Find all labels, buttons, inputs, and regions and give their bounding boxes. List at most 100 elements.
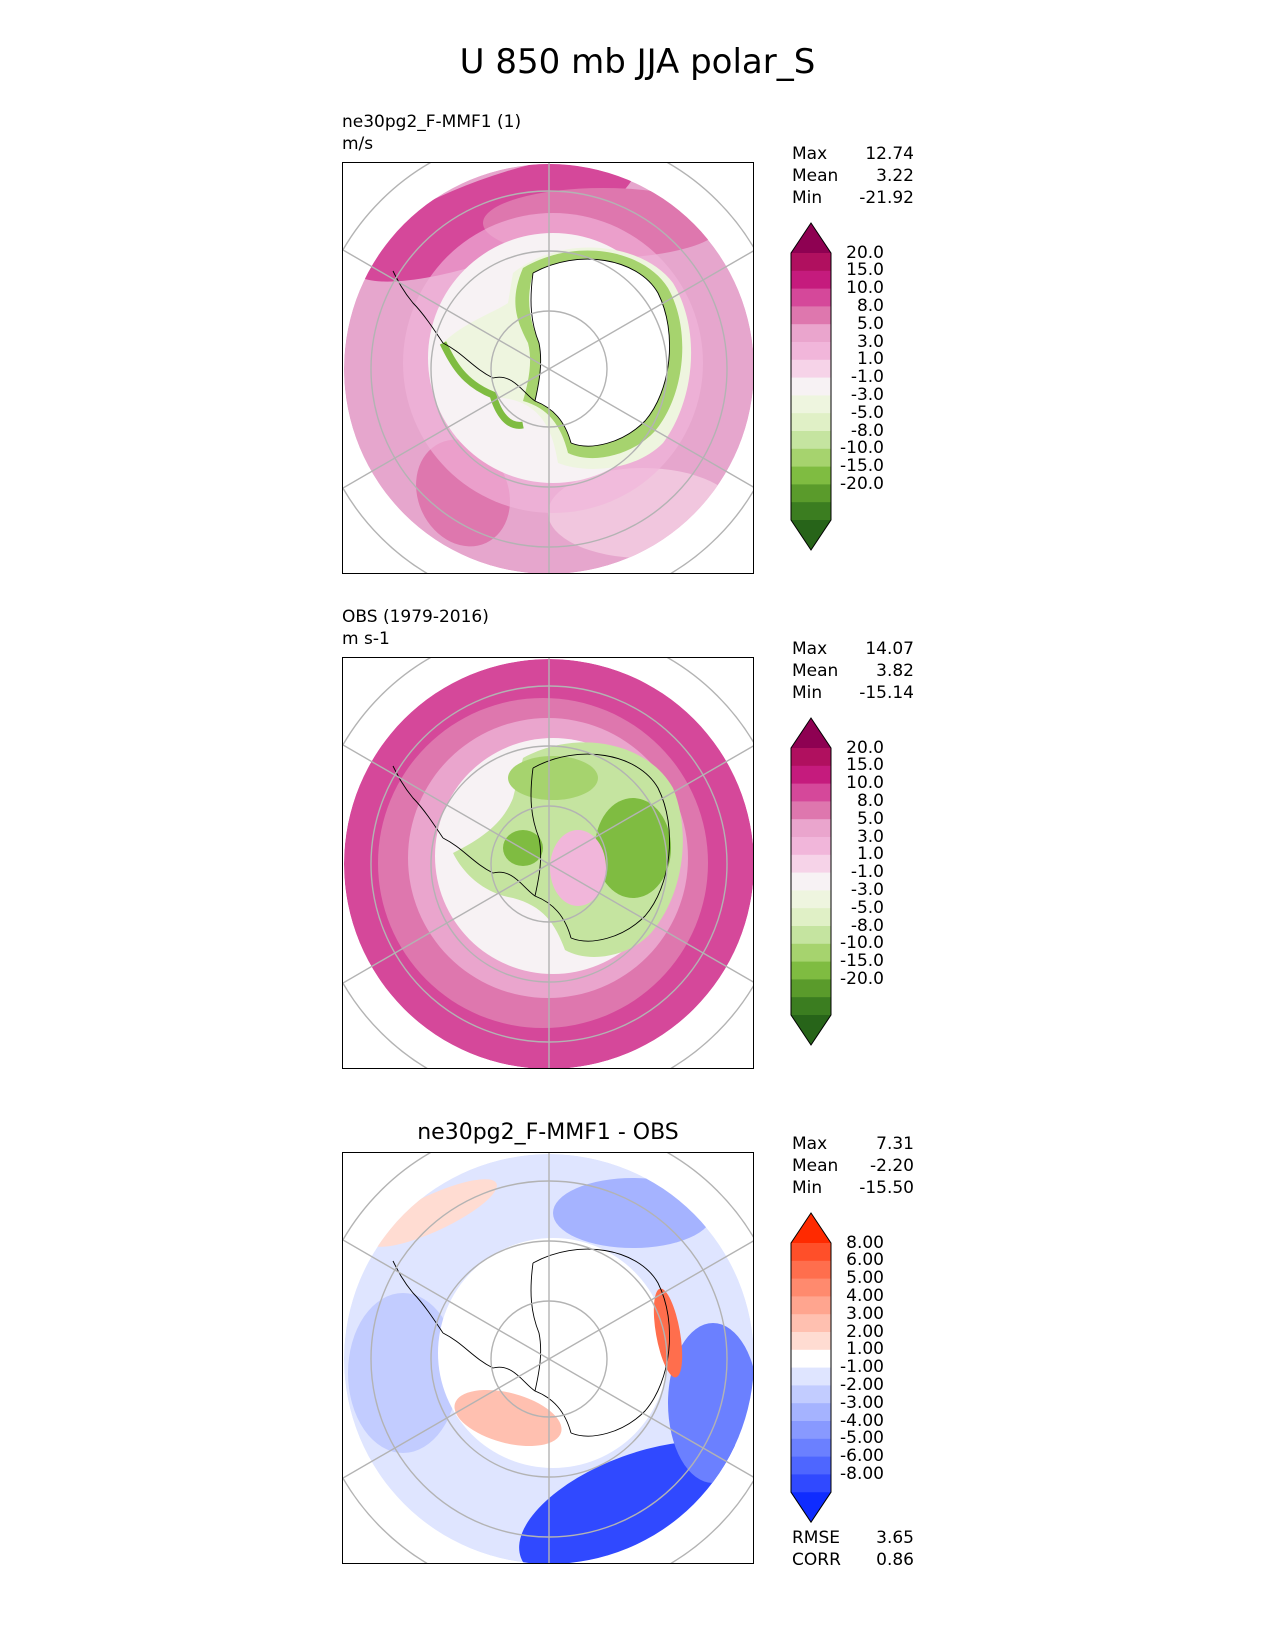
panel-3-stat-rmse-label: RMSE xyxy=(792,1528,841,1548)
colorbar-segment xyxy=(791,431,831,450)
panel-3-stat-mean: Mean -2.20 xyxy=(792,1156,914,1177)
panel-1-field-continent xyxy=(529,259,670,447)
colorbar-tick-label: 3.0 xyxy=(856,826,884,847)
colorbar-tick-label: 4.00 xyxy=(846,1285,884,1306)
panel-1-stat-max-label: Max xyxy=(792,144,828,164)
panel-3-field-positive-nw xyxy=(369,1179,497,1247)
panel-1-map-svg xyxy=(343,163,753,573)
colorbar-segment xyxy=(791,943,831,963)
panel-3-coastline xyxy=(392,1248,670,1437)
figure-title: U 850 mb JJA polar_S xyxy=(459,42,816,82)
colorbar-segment xyxy=(791,748,831,767)
panel-1-map xyxy=(342,162,754,574)
panel-3-graticule xyxy=(343,1153,753,1563)
panel-2-stat-mean-label: Mean xyxy=(792,661,839,681)
colorbar-segment xyxy=(791,395,831,414)
panel-3-stat-rmse-value: 3.65 xyxy=(876,1528,914,1548)
colorbar-tick-label: 2.00 xyxy=(846,1321,884,1342)
panel-1-stat-max: Max 12.74 xyxy=(792,144,914,165)
colorbar-segment xyxy=(791,872,831,891)
colorbar-outline xyxy=(790,717,832,1046)
colorbar-tick-label: -10.0 xyxy=(840,933,884,954)
colorbar-tick-label: -2.00 xyxy=(840,1374,884,1395)
colorbar-segment xyxy=(791,1474,831,1493)
panel-3-stat-corr: CORR 0.86 xyxy=(792,1550,914,1571)
colorbar-tick-label: 15.0 xyxy=(846,260,884,281)
panel-3-stat-mean-label: Mean xyxy=(792,1156,839,1176)
colorbar-tick-label: 3.0 xyxy=(856,331,884,352)
colorbar-tick-label: 3.00 xyxy=(846,1303,884,1324)
panel-2-field-north-core xyxy=(508,756,598,800)
colorbar-extend-min xyxy=(791,1015,831,1045)
panel-2-stat-mean-value: 3.82 xyxy=(876,661,914,681)
colorbar-segment xyxy=(791,359,831,379)
panel-1-stat-mean-value: 3.22 xyxy=(876,166,914,186)
colorbar-tick-label: 10.0 xyxy=(846,278,884,299)
colorbar-tick-label: 1.0 xyxy=(856,349,884,370)
panel-3-title: ne30pg2_F-MMF1 - OBS xyxy=(417,1120,679,1145)
panel-1-coastline xyxy=(392,258,670,447)
colorbar-segment xyxy=(791,413,831,432)
colorbar-tick-label: -5.00 xyxy=(840,1428,884,1449)
colorbar-segment xyxy=(791,890,831,909)
panel-2-stat-mean: Mean 3.82 xyxy=(792,661,914,682)
colorbar-tick-label: -1.00 xyxy=(840,1357,884,1378)
panel-2-coastline xyxy=(392,753,670,942)
panel-2-stat-max-value: 14.07 xyxy=(865,639,914,659)
colorbar-segment xyxy=(791,801,831,820)
panel-3-field-negative-w xyxy=(348,1293,458,1453)
colorbar-segment xyxy=(791,484,831,503)
colorbar-segment xyxy=(791,979,831,998)
panel-3-stat-max-label: Max xyxy=(792,1134,828,1154)
colorbar-tick-label: 5.0 xyxy=(856,313,884,334)
colorbar-tick-label: 20.0 xyxy=(846,737,884,758)
colorbar-segment xyxy=(791,1314,831,1333)
panel-2-stat-min-label: Min xyxy=(792,683,823,703)
panel-1-graticule xyxy=(343,163,753,573)
colorbar-segment xyxy=(791,1456,831,1475)
colorbar-tick-label: 1.00 xyxy=(846,1339,884,1360)
panel-3-map xyxy=(342,1152,754,1564)
colorbar-segment xyxy=(791,1349,831,1369)
colorbar-tick-label: -20.0 xyxy=(840,473,884,494)
colorbar-extend-max xyxy=(791,223,831,253)
panel-1-stat-mean: Mean 3.22 xyxy=(792,166,914,187)
colorbar-segment xyxy=(791,288,831,307)
panel-3-colorbar: 8.00 6.00 5.00 4.00 3.00 2.00 1.00 -1.00 -2.00 -3… xyxy=(790,1212,910,1524)
colorbar-extend-min xyxy=(791,520,831,550)
colorbar-tick-label: 20.0 xyxy=(846,242,884,263)
colorbar-svg xyxy=(790,222,832,551)
colorbar-tick-label: -3.0 xyxy=(850,384,884,405)
colorbar-extend-max xyxy=(791,1213,831,1243)
colorbar-segment xyxy=(791,1296,831,1315)
colorbar-segment xyxy=(791,324,831,343)
panel-2-stat-min-value: -15.14 xyxy=(859,683,914,703)
panel-1-field-peninsula xyxy=(439,341,524,429)
panel-2-colorbar: 20.0 15.0 10.0 8.0 5.0 3.0 1.0 -1.0 -3.0 -5.0 -8.0… xyxy=(790,717,910,1046)
colorbar-outline xyxy=(790,1212,832,1524)
colorbar-segment xyxy=(791,466,831,485)
colorbar-tick-label: -15.0 xyxy=(840,951,884,972)
colorbar-tick-label: -1.0 xyxy=(850,367,884,388)
colorbar-segment xyxy=(791,342,831,361)
panel-3-map-svg xyxy=(343,1153,753,1563)
colorbar-tick-label: -8.0 xyxy=(850,420,884,441)
colorbar-svg xyxy=(790,1212,832,1524)
panel-3-stat-max: Max 7.31 xyxy=(792,1134,914,1155)
panel-3-stat-min: Min -15.50 xyxy=(792,1178,914,1199)
colorbar-segment xyxy=(791,997,831,1016)
panel-3-stat-corr-label: CORR xyxy=(792,1550,841,1570)
colorbar-segment xyxy=(791,1243,831,1262)
colorbar-segment xyxy=(791,1278,831,1297)
colorbar-tick-label: -3.00 xyxy=(840,1392,884,1413)
colorbar-tick-label: 8.0 xyxy=(856,790,884,811)
panel-3-field-negative-e xyxy=(668,1323,753,1483)
colorbar-segment xyxy=(791,253,831,272)
colorbar-segment xyxy=(791,837,831,856)
colorbar-segment xyxy=(791,1367,831,1386)
panel-2-stat-min: Min -15.14 xyxy=(792,683,914,704)
colorbar-svg xyxy=(790,717,832,1046)
panel-1-stat-max-value: 12.74 xyxy=(865,144,914,164)
panel-1-stat-mean-label: Mean xyxy=(792,166,839,186)
colorbar-segment xyxy=(791,961,831,980)
